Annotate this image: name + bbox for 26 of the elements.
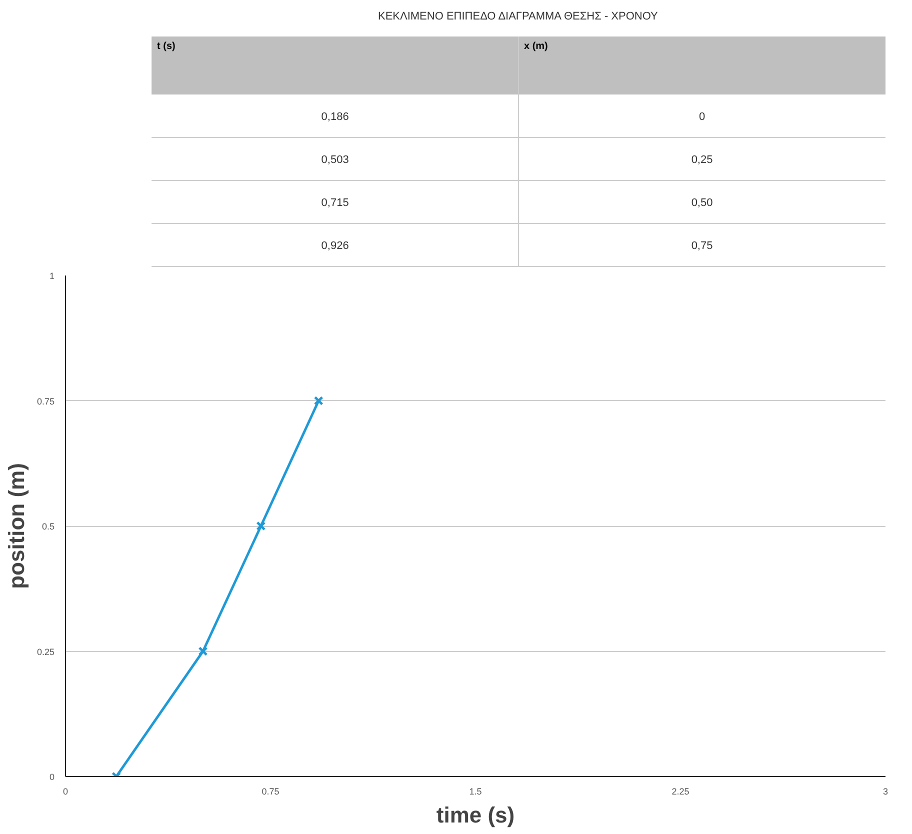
y-tick-label: 0.5	[42, 522, 55, 532]
text: 0	[698, 111, 706, 123]
text: 0,186	[321, 111, 349, 123]
x-tick-label: 0.75	[262, 786, 280, 796]
text: x (m)	[524, 41, 548, 52]
x-axis-title: time (s)	[436, 802, 515, 828]
x-tick-label: 0	[62, 786, 68, 796]
y-tick-label: 0.75	[36, 396, 55, 406]
y-tick-label: 1	[49, 271, 55, 281]
y-tick-label: 0.25	[36, 646, 55, 657]
y-axis-title: position (m)	[4, 463, 29, 589]
text: 0,25	[691, 154, 713, 166]
text: 0,715	[321, 197, 349, 209]
text: t (s)	[157, 41, 176, 52]
text: 0,926	[321, 240, 349, 252]
point	[256, 521, 266, 531]
text: 0,503	[321, 154, 349, 166]
text: 0,75	[691, 240, 713, 252]
x-tick-label: 3	[882, 786, 888, 796]
point	[314, 396, 324, 406]
point	[198, 646, 208, 656]
text: 0,50	[691, 197, 713, 209]
y-tick-label: 0	[49, 772, 55, 782]
x-tick-label: 1.5	[469, 786, 482, 796]
chart-title: ΚΕΚΛΙΜΕΝΟ ΕΠΙΠΕΔΟ ΔΙΑΓΡΑΜΜΑ ΘΕΣΗΣ - ΧΡΟΝΟΥ	[378, 10, 659, 22]
x-tick-label: 2.25	[672, 786, 690, 796]
